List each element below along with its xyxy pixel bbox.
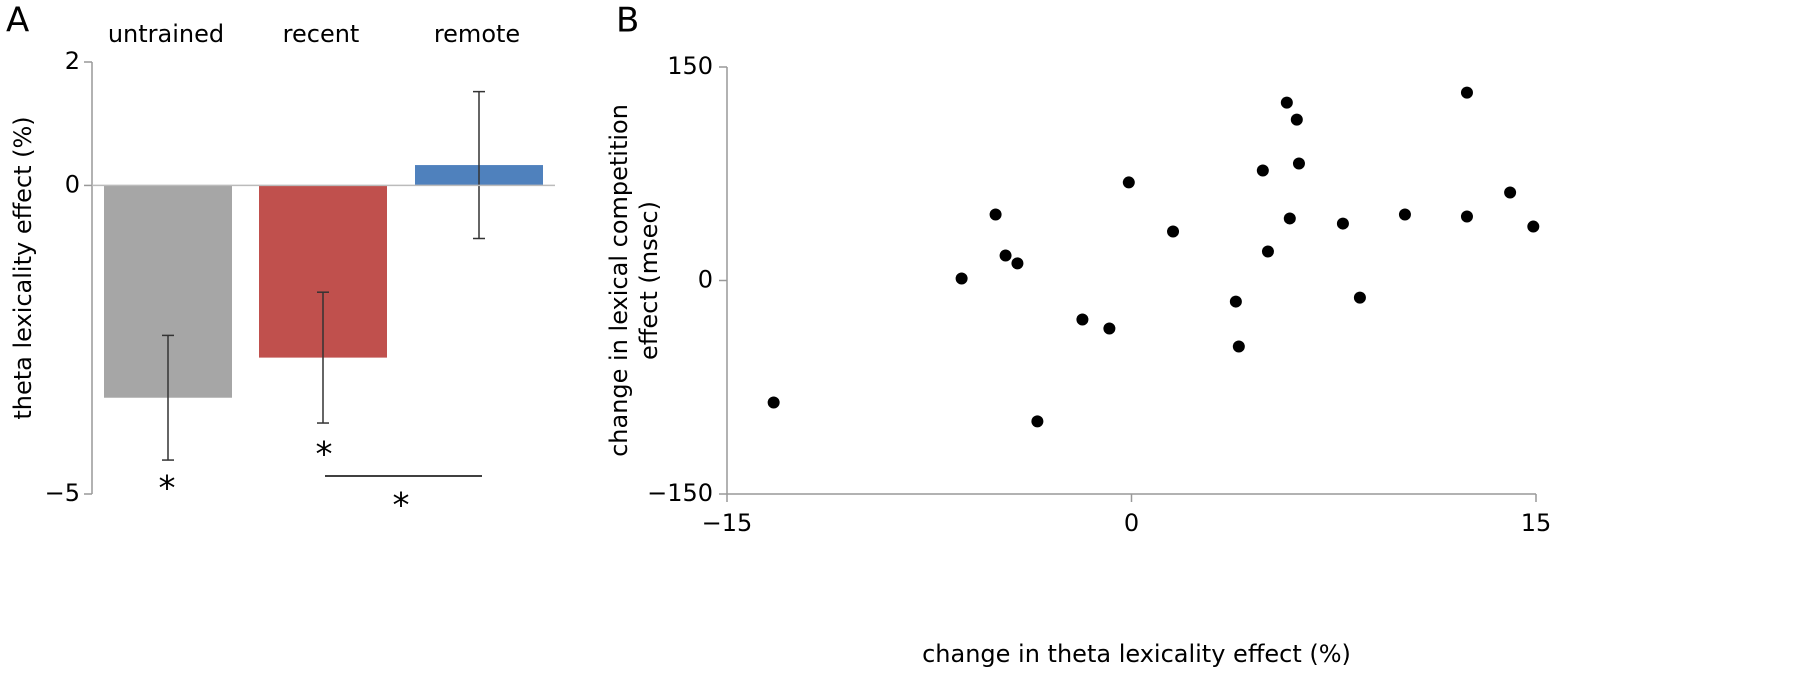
y-tick-label: −5 xyxy=(45,479,80,507)
y-tick-label: −150 xyxy=(647,479,713,507)
y-axis-label: theta lexicality effect (%) xyxy=(9,116,37,419)
x-tick-label: 0 xyxy=(1124,509,1139,537)
point xyxy=(1280,96,1293,109)
y-tick-label: 0 xyxy=(698,266,713,294)
point xyxy=(1460,86,1473,99)
point xyxy=(1229,295,1242,308)
point xyxy=(1261,245,1274,258)
category-label: untrained xyxy=(108,20,224,48)
point xyxy=(999,249,1012,262)
point xyxy=(1076,313,1089,326)
point xyxy=(1256,164,1269,177)
significance-star: * xyxy=(316,435,333,475)
x-tick-label: 15 xyxy=(1521,509,1552,537)
point xyxy=(1336,217,1349,230)
x-axis-label: change in theta lexicality effect (%) xyxy=(922,640,1351,668)
point xyxy=(1353,291,1366,304)
point xyxy=(1167,225,1180,238)
point xyxy=(1232,340,1245,353)
point xyxy=(1122,176,1135,189)
y-axis-label: effect (msec) xyxy=(635,201,663,360)
point xyxy=(1031,415,1044,428)
point xyxy=(1283,212,1296,225)
category-label: remote xyxy=(434,20,520,48)
y-tick-label: 2 xyxy=(65,47,80,75)
point xyxy=(1290,113,1303,126)
y-tick-label: 150 xyxy=(667,52,713,80)
point xyxy=(955,272,968,285)
point xyxy=(1460,210,1473,223)
y-tick-label: 0 xyxy=(65,170,80,198)
significance-star: * xyxy=(159,469,176,509)
point xyxy=(1103,322,1116,335)
point xyxy=(1398,208,1411,221)
point xyxy=(1292,157,1305,170)
point xyxy=(989,208,1002,221)
y-axis-label: change in lexical competition xyxy=(605,104,633,457)
point xyxy=(1011,257,1024,270)
x-tick-label: −15 xyxy=(702,509,753,537)
panel-label: B xyxy=(616,1,639,41)
category-label: recent xyxy=(283,20,360,48)
point xyxy=(1527,220,1540,233)
point xyxy=(1504,186,1517,199)
panel-label: A xyxy=(6,1,29,41)
significance-star: * xyxy=(393,486,410,526)
point xyxy=(767,396,780,409)
